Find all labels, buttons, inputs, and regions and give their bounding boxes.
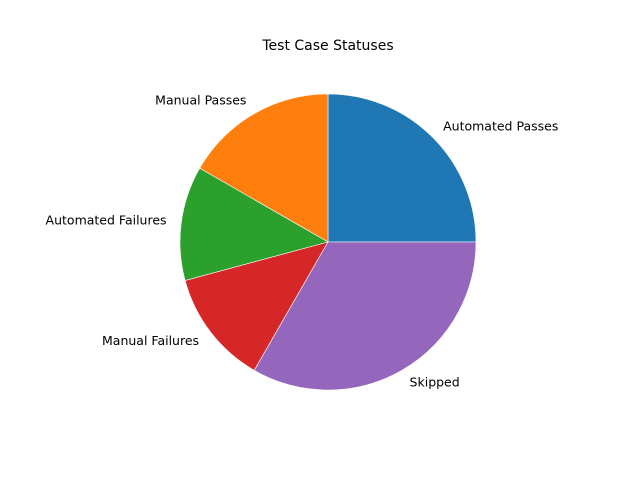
pie-label-manual-failures: Manual Failures (102, 333, 199, 348)
pie-label-skipped: Skipped (410, 374, 460, 389)
pie-slice-skipped (253, 241, 477, 391)
pie-labels: Automated Passes Manual Passes Automated F… (46, 93, 559, 390)
pie-slice-automated-failures (179, 167, 329, 281)
pie-label-manual-passes: Manual Passes (155, 93, 246, 108)
pie-slice-manual-passes (199, 93, 329, 243)
pie-slices (179, 93, 477, 391)
chart-title: Test Case Statuses (261, 38, 393, 54)
pie-slice-manual-failures (184, 241, 329, 371)
pie-label-automated-passes: Automated Passes (443, 118, 558, 133)
pie-label-automated-failures: Automated Failures (46, 213, 167, 228)
pie-slice-automated-passes (327, 93, 477, 243)
